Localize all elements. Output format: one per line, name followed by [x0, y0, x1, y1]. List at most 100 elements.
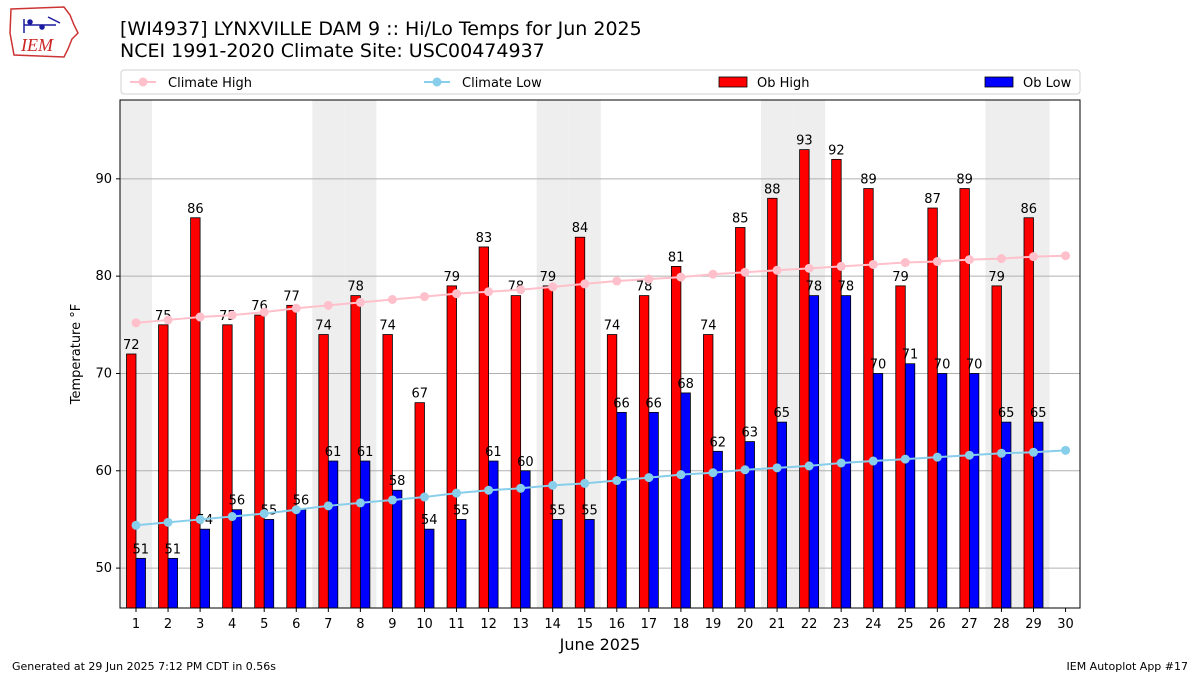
- climate-low-point: [996, 448, 1006, 458]
- ob-low-label: 58: [389, 474, 406, 489]
- ob-high-label: 92: [828, 143, 845, 158]
- ob-high-label: 67: [411, 387, 428, 402]
- climate-low-point: [612, 476, 622, 486]
- legend-marker-swatch: [138, 77, 148, 87]
- ob-high-bar: [222, 324, 233, 609]
- ob-low-bar: [231, 509, 243, 609]
- ob-high-label: 93: [796, 134, 813, 149]
- plot-frame: [119, 99, 1081, 609]
- x-tick-label: 15: [576, 617, 593, 632]
- weather-station-icon: [23, 16, 61, 33]
- ob-high-bar: [767, 197, 778, 609]
- x-tick-label: 23: [833, 617, 850, 632]
- ob-high-label: 88: [764, 182, 781, 197]
- ob-high-label: 86: [187, 202, 204, 217]
- y-tick-label: 60: [95, 464, 112, 479]
- app-credit: IEM Autoplot App #17: [1066, 660, 1189, 673]
- ob-low-label: 55: [581, 503, 598, 518]
- ob-low-label: 71: [902, 348, 919, 363]
- climate-high-point: [772, 265, 782, 275]
- ob-low-label: 61: [485, 445, 502, 460]
- ob-low-bar: [584, 519, 595, 609]
- climate-high-point: [804, 263, 814, 273]
- x-tick-label: 24: [865, 617, 882, 632]
- ob-high-label: 79: [444, 270, 461, 285]
- x-tick-label: 30: [1057, 617, 1074, 632]
- climate-low-point: [484, 485, 494, 495]
- ob-high-label: 72: [123, 338, 140, 353]
- logo-text: IEM: [20, 35, 54, 55]
- ob-low-label: 66: [645, 396, 662, 411]
- x-tick-label: 19: [705, 617, 722, 632]
- ob-high-label: 89: [860, 173, 877, 188]
- climate-high-point: [323, 300, 333, 310]
- ob-high-bar: [542, 285, 554, 609]
- ob-low-label: 63: [741, 426, 758, 441]
- ob-high-bar: [478, 246, 489, 609]
- climate-low-point: [580, 478, 590, 488]
- ob-low-label: 70: [934, 357, 951, 372]
- ob-high-bar: [863, 188, 874, 609]
- ob-low-bar: [392, 489, 403, 609]
- climate-low-point: [163, 517, 173, 527]
- climate-high-point: [419, 292, 429, 302]
- climate-low-point: [644, 473, 654, 483]
- climate-high-point: [195, 312, 205, 322]
- climate-low-point: [1061, 445, 1071, 455]
- legend-label: Ob Low: [1023, 76, 1072, 91]
- ob-high-bar: [158, 324, 169, 609]
- climate-high-point: [355, 297, 365, 307]
- x-tick-label: 5: [260, 617, 268, 632]
- x-tick-label: 22: [801, 617, 818, 632]
- x-tick-label: 13: [512, 617, 529, 632]
- x-tick-label: 21: [769, 617, 786, 632]
- climate-high-point: [644, 274, 654, 284]
- ob-high-bar: [382, 334, 393, 609]
- climate-high-point: [740, 267, 750, 277]
- ob-low-label: 66: [613, 396, 630, 411]
- climate-low-point: [740, 465, 750, 475]
- ob-low-bar: [872, 373, 884, 609]
- ob-high-bar: [574, 236, 586, 609]
- climate-low-point: [804, 461, 814, 471]
- ob-high-label: 74: [379, 319, 396, 334]
- ob-high-label: 79: [988, 270, 1005, 285]
- ob-high-label: 78: [347, 280, 364, 295]
- x-tick-label: 4: [228, 617, 236, 632]
- x-tick-label: 16: [609, 617, 626, 632]
- climate-high-point: [1028, 252, 1038, 262]
- ob-high-label: 83: [476, 231, 493, 246]
- ob-low-label: 51: [132, 542, 149, 557]
- y-axis-label: Temperature °F: [69, 304, 84, 405]
- climate-low-point: [323, 501, 333, 511]
- ob-high-bar: [895, 285, 906, 609]
- climate-low-point: [387, 495, 397, 505]
- ob-low-bar: [199, 528, 211, 609]
- ob-high-bar: [446, 285, 457, 609]
- plot-area: 5060708090727586757677747874677983787984…: [69, 99, 1081, 654]
- climate-low-point: [772, 463, 782, 473]
- ob-low-bar: [456, 519, 467, 609]
- climate-high-point: [548, 282, 558, 292]
- ob-low-label: 70: [966, 357, 983, 372]
- climate-low-point: [676, 470, 686, 480]
- ob-high-bar: [414, 402, 425, 609]
- ob-high-label: 74: [700, 319, 717, 334]
- climate-low-point: [1028, 447, 1038, 457]
- ob-low-bar: [135, 557, 146, 609]
- climate-high-point: [868, 259, 878, 269]
- ob-low-label: 56: [229, 494, 246, 509]
- x-tick-label: 28: [993, 617, 1010, 632]
- ob-high-bar: [831, 158, 842, 609]
- ob-high-label: 79: [892, 270, 909, 285]
- ob-low-bar: [968, 373, 980, 609]
- x-tick-label: 1: [132, 617, 140, 632]
- ob-low-bar: [327, 460, 339, 609]
- ob-high-bar: [927, 207, 938, 609]
- climate-high-point: [836, 261, 846, 271]
- climate-low-point: [452, 488, 462, 498]
- y-tick-label: 80: [95, 269, 112, 284]
- ob-low-bar: [776, 421, 787, 609]
- x-tick-label: 27: [961, 617, 978, 632]
